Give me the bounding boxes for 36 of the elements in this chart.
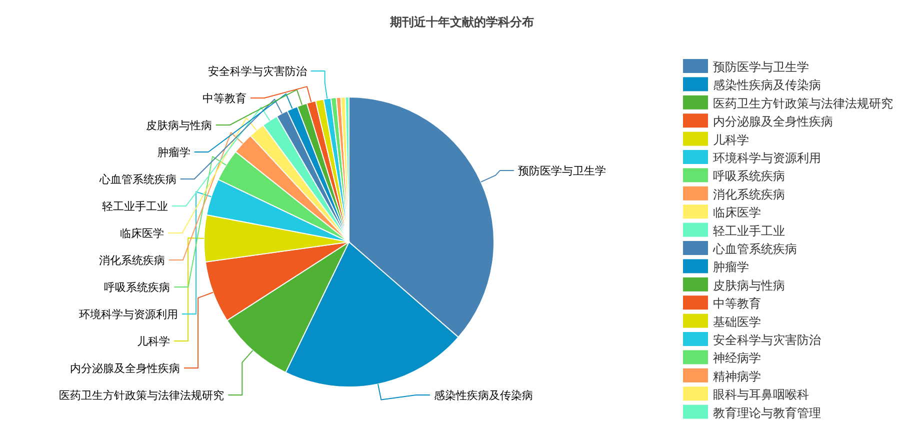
legend-label: 感染性疾病及传染病 — [713, 78, 821, 92]
legend-label: 心血管系统疾病 — [712, 242, 797, 256]
legend-label: 呼吸系统疾病 — [713, 169, 785, 184]
data-label: 中等教育 — [202, 92, 246, 105]
data-label: 呼吸系统疾病 — [104, 281, 170, 294]
data-label: 内分泌腺及全身性疾病 — [70, 362, 180, 375]
data-label: 肿瘤学 — [157, 146, 190, 159]
chart-title: 期刊近十年文献的学科分布 — [389, 15, 534, 29]
data-label: 预防医学与卫生学 — [518, 164, 606, 178]
data-label: 安全科学与灾害防治 — [208, 65, 307, 78]
legend-label: 环境科学与资源利用 — [713, 151, 821, 165]
legend-label: 医药卫生方针政策与法律法规研究 — [713, 96, 893, 110]
data-label: 儿科学 — [137, 335, 170, 348]
legend-label: 儿科学 — [713, 132, 749, 147]
data-label: 环境科学与资源利用 — [79, 308, 178, 321]
data-label: 心血管系统疾病 — [98, 173, 176, 186]
data-label: 医药卫生方针政策与法律法规研究 — [59, 389, 224, 402]
data-label: 皮肤病与性病 — [146, 119, 212, 132]
legend-label: 眼科与耳鼻咽喉科 — [713, 388, 809, 402]
legend-label: 教育理论与教育管理 — [713, 406, 821, 420]
legend-label: 神经病学 — [713, 351, 761, 366]
legend-label: 临床医学 — [713, 206, 761, 220]
legend-label: 肿瘤学 — [713, 260, 749, 274]
legend-label: 中等教育 — [713, 296, 761, 311]
legend-label: 安全科学与灾害防治 — [713, 333, 821, 347]
legend-label: 轻工业手工业 — [713, 224, 785, 238]
legend-label: 内分泌腺及全身性疾病 — [713, 114, 833, 129]
legend-label: 基础医学 — [713, 314, 761, 329]
data-label: 轻工业手工业 — [102, 200, 168, 213]
legend-label: 预防医学与卫生学 — [713, 60, 809, 74]
data-label: 感染性疾病及传染病 — [434, 389, 533, 402]
data-label: 消化系统疾病 — [98, 254, 165, 267]
data-label: 临床医学 — [120, 227, 164, 240]
legend-label: 消化系统疾病 — [713, 187, 785, 202]
legend-label: 皮肤病与性病 — [713, 278, 785, 292]
legend-label: 精神病学 — [713, 369, 761, 384]
